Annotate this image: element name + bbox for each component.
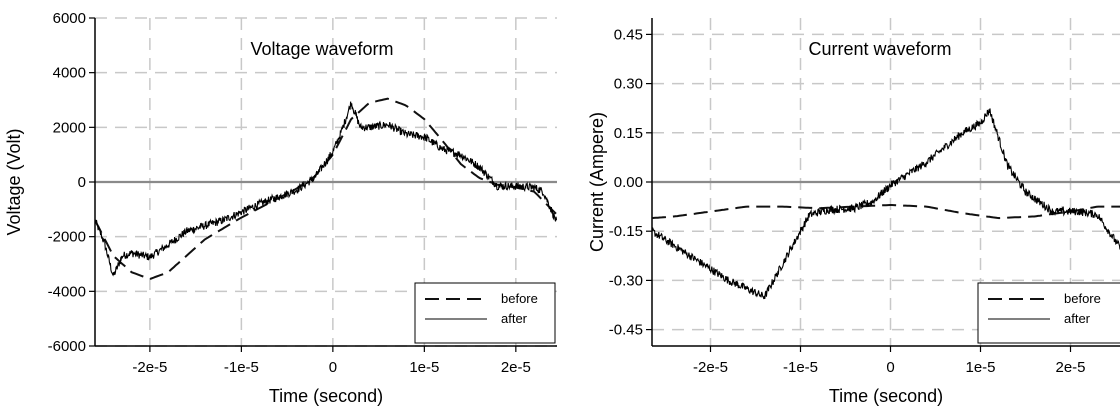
x-tick-label: 1e-5 bbox=[409, 359, 439, 376]
y-axis-label: Voltage (Volt) bbox=[4, 128, 24, 235]
y-tick-label: 0 bbox=[78, 174, 86, 191]
legend: before after bbox=[977, 282, 1120, 344]
legend-label-after: after bbox=[501, 311, 528, 326]
y-tick-label: -4000 bbox=[48, 283, 86, 300]
y-tick-label: 0.00 bbox=[614, 174, 643, 191]
y-tick-label: -2000 bbox=[48, 229, 86, 246]
chart-title: Voltage waveform bbox=[250, 39, 393, 59]
x-axis-label: Time (second) bbox=[829, 386, 943, 406]
x-axis-label: Time (second) bbox=[269, 386, 383, 406]
x-tick-label: 0 bbox=[329, 359, 337, 376]
plot-area bbox=[652, 108, 1120, 300]
current-chart: 0.45 0.30 0.15 0.00 -0.15 -0.30 -0.45 -2e-5 -1e-… bbox=[587, 18, 1120, 406]
y-tick-label: 0.15 bbox=[614, 125, 643, 142]
series-line-after bbox=[652, 108, 1120, 300]
y-tick-label: 2000 bbox=[53, 119, 86, 136]
series-line-after bbox=[95, 101, 557, 277]
legend: before after bbox=[414, 282, 556, 344]
plot-area bbox=[95, 97, 557, 280]
x-tick-label: -2e-5 bbox=[132, 359, 167, 376]
y-tick-label: 6000 bbox=[53, 10, 86, 27]
x-tick-label: 2e-5 bbox=[501, 359, 531, 376]
series-line-before bbox=[652, 204, 1120, 220]
legend-label-after: after bbox=[1064, 311, 1091, 326]
x-tick-label: -1e-5 bbox=[224, 359, 259, 376]
legend-label-before: before bbox=[501, 291, 538, 306]
legend-box bbox=[414, 282, 556, 344]
y-axis-label: Current (Ampere) bbox=[587, 112, 607, 252]
x-tick-label: -1e-5 bbox=[783, 359, 818, 376]
y-tick-label: -0.30 bbox=[609, 272, 643, 289]
y-tick-label: 0.30 bbox=[614, 76, 643, 93]
legend-box bbox=[977, 282, 1120, 344]
chart-title: Current waveform bbox=[808, 39, 951, 59]
y-tick-label: 0.45 bbox=[614, 26, 643, 43]
x-tick-label: -2e-5 bbox=[693, 359, 728, 376]
x-tick-label: 0 bbox=[886, 359, 894, 376]
series-line-before bbox=[95, 97, 557, 280]
y-tick-label: -0.15 bbox=[609, 223, 643, 240]
x-tick-label: 1e-5 bbox=[965, 359, 995, 376]
x-tick-label: 2e-5 bbox=[1055, 359, 1085, 376]
legend-label-before: before bbox=[1064, 291, 1101, 306]
y-tick-label: 4000 bbox=[53, 65, 86, 82]
y-tick-label: -0.45 bbox=[609, 322, 643, 339]
voltage-chart: 6000 4000 2000 0 -2000 -4000 -6000 -2e-5 -1e-5 0 1… bbox=[4, 10, 557, 406]
y-tick-label: -6000 bbox=[48, 338, 86, 355]
